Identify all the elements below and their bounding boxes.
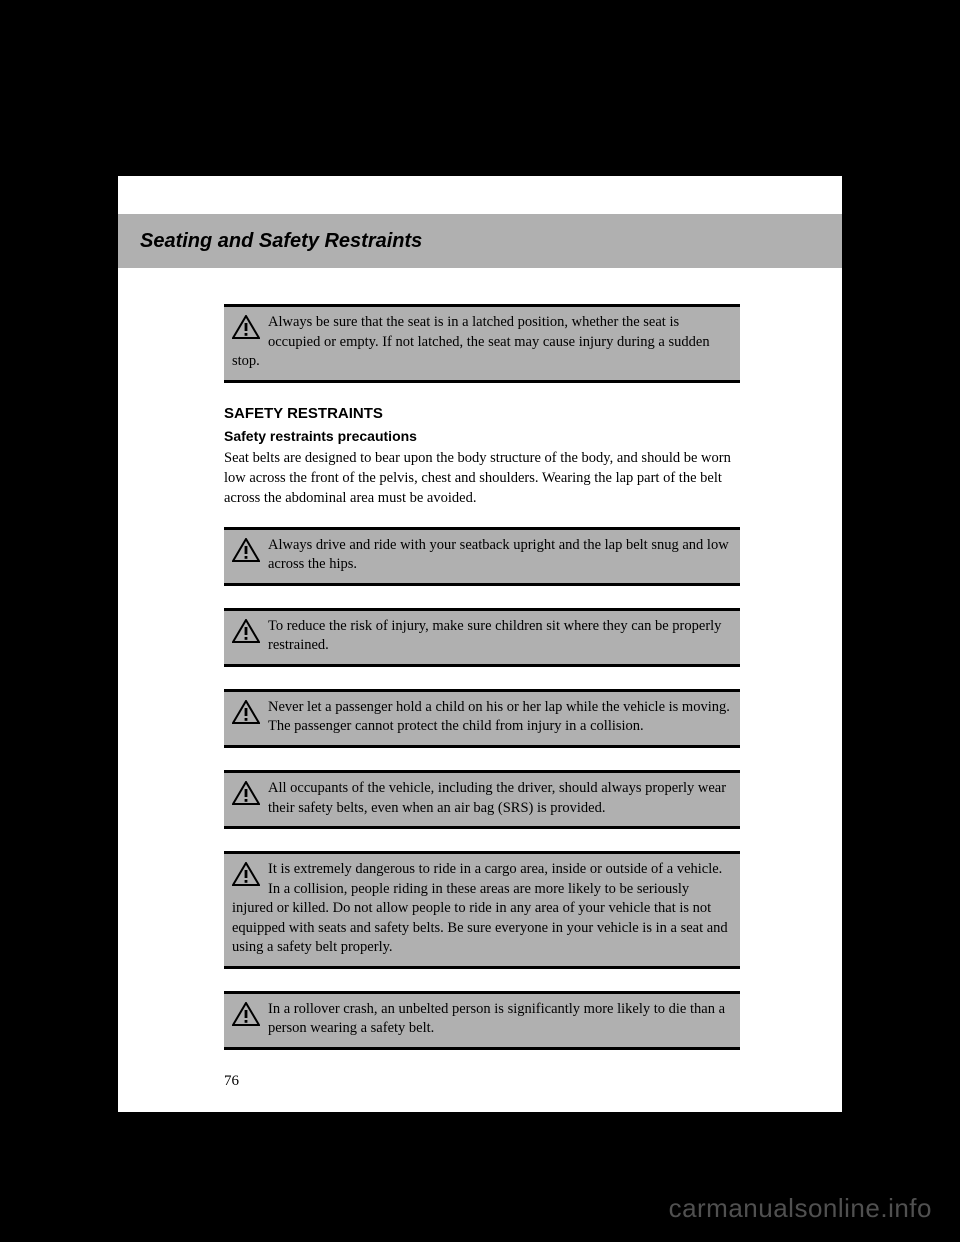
warning-icon xyxy=(232,619,260,643)
warning-icon xyxy=(232,1002,260,1026)
warning-icon xyxy=(232,315,260,339)
warning-text: All occupants of the vehicle, including … xyxy=(268,780,726,816)
warning-box: Never let a passenger hold a child on hi… xyxy=(224,689,740,748)
watermark: carmanualsonline.info xyxy=(669,1193,932,1224)
warning-box: It is extremely dangerous to ride in a c… xyxy=(224,851,740,969)
subsection-title: Safety restraints precautions xyxy=(224,428,740,444)
warning-box: Always drive and ride with your seatback… xyxy=(224,527,740,586)
warning-box: To reduce the risk of injury, make sure … xyxy=(224,608,740,667)
warning-text: In a rollover crash, an unbelted person … xyxy=(268,1001,725,1037)
warning-icon xyxy=(232,700,260,724)
warning-text: Always be sure that the seat is in a lat… xyxy=(232,314,710,369)
header-band: Seating and Safety Restraints xyxy=(118,214,842,268)
warning-box: All occupants of the vehicle, including … xyxy=(224,770,740,829)
warning-text: Always drive and ride with your seatback… xyxy=(268,537,729,573)
manual-page: Seating and Safety Restraints Always be … xyxy=(118,176,842,1112)
warning-text: Never let a passenger hold a child on hi… xyxy=(268,699,730,735)
page-number: 76 xyxy=(224,1073,239,1090)
warning-box: In a rollover crash, an unbelted person … xyxy=(224,991,740,1050)
section-title: SAFETY RESTRAINTS xyxy=(224,405,740,422)
body-paragraph: Seat belts are designed to bear upon the… xyxy=(224,448,740,509)
warning-icon xyxy=(232,862,260,886)
warning-text: To reduce the risk of injury, make sure … xyxy=(268,618,721,654)
warning-box: Always be sure that the seat is in a lat… xyxy=(224,304,740,383)
warning-icon xyxy=(232,538,260,562)
warning-icon xyxy=(232,781,260,805)
page-title: Seating and Safety Restraints xyxy=(140,230,422,253)
warning-text: It is extremely dangerous to ride in a c… xyxy=(232,861,728,955)
page-content: Always be sure that the seat is in a lat… xyxy=(224,304,740,1072)
